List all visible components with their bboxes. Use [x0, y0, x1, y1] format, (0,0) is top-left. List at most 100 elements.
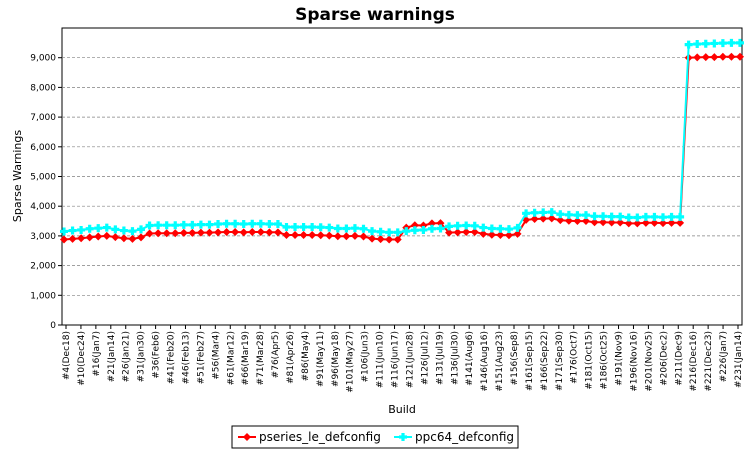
- data-point: [196, 220, 205, 229]
- data-point: [342, 224, 351, 233]
- data-point: [736, 38, 745, 47]
- x-tick-label: #36(Feb6): [152, 331, 162, 379]
- data-point: [693, 53, 702, 62]
- legend-label: ppc64_defconfig: [415, 430, 514, 444]
- data-point: [496, 224, 505, 233]
- x-tick-label: #51(Feb27): [196, 331, 206, 384]
- data-point: [154, 229, 163, 238]
- data-point: [145, 221, 154, 230]
- data-point: [539, 214, 548, 223]
- x-tick-label: #76(Apr5): [271, 331, 281, 378]
- data-point: [59, 227, 68, 236]
- data-point: [342, 232, 351, 241]
- data-point: [453, 228, 462, 237]
- data-point: [701, 39, 710, 48]
- data-point: [239, 228, 248, 237]
- x-axis-ticks: #4(Dec18) #10(Dec24) #16(Jan7) #21(Jan14) #2…: [62, 325, 744, 393]
- grid-lines: [62, 57, 742, 296]
- data-point: [393, 235, 402, 244]
- x-tick-label: #201(Nov25): [644, 331, 654, 392]
- data-point: [231, 228, 240, 237]
- data-point: [325, 223, 334, 232]
- data-point: [119, 234, 128, 243]
- data-point: [145, 229, 154, 238]
- x-tick-label: #226(Jan7): [719, 331, 729, 382]
- data-point: [479, 223, 488, 232]
- x-tick-label: #141(Aug6): [465, 331, 475, 386]
- y-tick-label: 0: [50, 321, 56, 331]
- data-point: [282, 231, 291, 240]
- x-tick-label: #166(Sep22): [540, 331, 550, 391]
- data-point: [77, 225, 86, 234]
- data-point: [539, 208, 548, 217]
- data-point: [504, 225, 513, 234]
- data-point: [479, 229, 488, 238]
- data-point: [273, 228, 282, 237]
- data-point: [547, 208, 556, 217]
- data-point: [60, 235, 68, 244]
- data-point: [248, 228, 257, 237]
- series-ppc64-defconfig: [59, 38, 745, 237]
- y-tick-label: 6,000: [30, 143, 56, 153]
- data-point: [376, 227, 385, 236]
- x-axis-label: Build: [388, 403, 416, 416]
- data-point: [350, 231, 359, 240]
- data-point: [607, 218, 616, 227]
- data-point: [128, 227, 137, 236]
- x-tick-label: #10(Dec24): [77, 331, 87, 386]
- x-tick-label: #96(May18): [331, 331, 341, 387]
- x-tick-label: #216(Dec16): [689, 331, 699, 392]
- x-tick-label: #176(Oct7): [570, 331, 580, 384]
- data-point: [333, 232, 342, 241]
- data-point: [462, 228, 471, 237]
- data-point: [222, 228, 231, 237]
- data-point: [727, 52, 736, 61]
- x-tick-label: #231(Jan14): [734, 331, 744, 388]
- data-point: [496, 231, 505, 240]
- data-point: [701, 53, 710, 62]
- data-point: [487, 230, 496, 239]
- x-tick-label: #221(Dec23): [704, 331, 714, 392]
- y-tick-label: 1,000: [30, 291, 56, 301]
- data-point: [308, 222, 317, 231]
- data-point: [94, 224, 103, 233]
- legend-swatch-marker: [399, 433, 407, 441]
- data-point: [599, 218, 608, 227]
- data-point: [530, 214, 539, 223]
- x-tick-label: #206(Dec2): [659, 331, 669, 386]
- data-point: [102, 223, 111, 232]
- data-point: [291, 222, 300, 231]
- data-point: [162, 229, 171, 238]
- data-point: [214, 228, 223, 237]
- x-tick-label: #86(May4): [301, 331, 311, 381]
- y-tick-label: 5,000: [30, 173, 56, 183]
- x-tick-label: #151(Aug23): [495, 331, 505, 392]
- x-tick-label: #211(Dec9): [674, 331, 684, 386]
- data-point: [641, 212, 650, 221]
- data-point: [179, 228, 188, 237]
- x-tick-label: #121(Jun28): [405, 331, 415, 388]
- data-point: [188, 220, 197, 229]
- data-point: [119, 226, 128, 235]
- data-point: [410, 226, 419, 235]
- data-point: [299, 222, 308, 231]
- data-point: [291, 231, 300, 240]
- data-point: [128, 234, 137, 243]
- data-point: [368, 227, 377, 236]
- data-point: [684, 40, 693, 49]
- data-point: [179, 220, 188, 229]
- data-point: [68, 234, 77, 243]
- data-point: [658, 213, 667, 222]
- data-point: [137, 233, 146, 242]
- y-axis-label: Sparse Warnings: [11, 130, 24, 222]
- data-point: [196, 228, 205, 237]
- data-point: [436, 224, 445, 233]
- data-point: [222, 219, 231, 228]
- data-point: [85, 233, 94, 242]
- x-tick-label: #181(Oct15): [585, 331, 595, 390]
- data-point: [162, 221, 171, 230]
- data-point: [68, 226, 77, 235]
- data-point: [282, 222, 291, 231]
- data-point: [590, 218, 599, 227]
- data-point: [462, 221, 471, 230]
